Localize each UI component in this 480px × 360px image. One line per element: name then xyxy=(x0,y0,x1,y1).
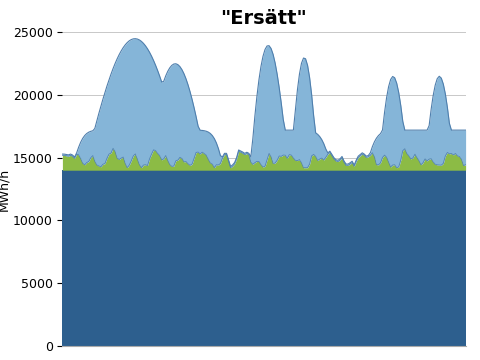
Title: "Ersätt": "Ersätt" xyxy=(221,9,307,28)
Y-axis label: MWh/h: MWh/h xyxy=(0,167,10,211)
